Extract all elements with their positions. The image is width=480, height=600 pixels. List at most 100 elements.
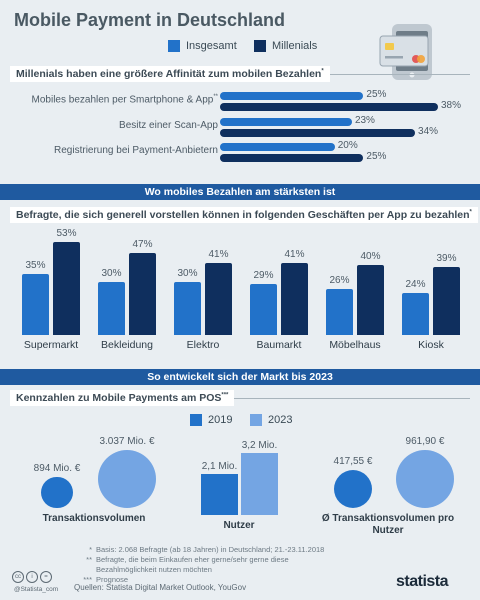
footnote-text: Basis: 2.068 Befragte (ab 18 Jahren) in … <box>96 545 325 554</box>
bar-insgesamt <box>402 292 429 335</box>
section3-heading-mark: *** <box>221 392 229 399</box>
legend-label-millenials: Millenials <box>272 40 318 52</box>
bar-insgesamt <box>98 282 125 335</box>
footnote: * Basis: 2.068 Befragte (ab 18 Jahren) in… <box>74 545 324 555</box>
data-label: 894 Mio. € <box>33 462 81 474</box>
section3-heading: Kennzahlen zu Mobile Payments am POS*** <box>10 390 235 406</box>
legend-item-2019: 2019 <box>190 414 232 426</box>
section1-heading: Millenials haben eine größere Affinität … <box>10 66 330 82</box>
legend-item-insgesamt: Insgesamt <box>168 40 237 52</box>
data-label: 3,2 Mio. <box>241 440 278 451</box>
data-label: 2,1 Mio. <box>201 461 238 473</box>
footnote: Bezahlmöglichkeit nutzen möchten <box>74 565 212 575</box>
data-label: 53% <box>56 228 77 239</box>
bar-millenials <box>220 103 438 111</box>
bar-millenials <box>281 263 308 335</box>
data-label: 417,55 € <box>333 455 373 467</box>
legend-item-millenials: Millenials <box>254 40 317 52</box>
category-label: Möbelhaus <box>329 339 381 351</box>
legend-item-2023: 2023 <box>250 414 292 426</box>
data-label: 26% <box>329 275 350 287</box>
legend-swatch-insgesamt <box>168 40 180 52</box>
license-icons: cc i = <box>12 571 54 583</box>
data-label: 25% <box>366 89 387 100</box>
bar-insgesamt <box>220 92 364 100</box>
data-label: 35% <box>25 259 46 271</box>
bubble-2019 <box>41 476 73 508</box>
data-label: 38% <box>441 100 462 111</box>
page-title: Mobile Payment in Deutschland <box>14 10 286 30</box>
footnote-mark: ** <box>86 555 92 564</box>
bubble-2023 <box>98 450 156 508</box>
footnote-text: Befragte, die beim Einkaufen eher gerne/… <box>96 555 289 564</box>
section-band-market: So entwickelt sich der Markt bis 2023 <box>0 369 480 385</box>
bar-insgesamt <box>22 273 49 335</box>
bar-millenials <box>220 154 364 162</box>
data-label: 40% <box>360 250 381 262</box>
footnote-mark: * <box>89 545 92 554</box>
bar-nutzer-2019 <box>201 474 238 515</box>
footnote-mark: *** <box>83 575 92 584</box>
bar-insgesamt <box>220 118 352 126</box>
kpi-title: Transaktionsvolumen <box>42 513 146 524</box>
category-label: Kiosk <box>418 339 444 351</box>
bar-insgesamt <box>220 143 335 151</box>
legend-label-insgesamt: Insgesamt <box>186 40 237 52</box>
footnote-text: Bezahlmöglichkeit nutzen möchten <box>96 565 212 574</box>
data-label: 30% <box>177 268 198 280</box>
category-label: Mobiles bezahlen per Smartphone & App** <box>31 94 218 106</box>
data-label: 20% <box>337 140 358 151</box>
data-label: 30% <box>101 268 122 280</box>
section1-heading-text: Millenials haben eine größere Affinität … <box>16 68 322 80</box>
data-label: 34% <box>418 126 439 137</box>
legend-label-2023: 2023 <box>268 414 293 426</box>
footnote-text: Prognose <box>96 575 129 584</box>
category-label: Bekleidung <box>101 339 153 351</box>
bar-nutzer-2023 <box>241 453 278 515</box>
kpi-title: Ø Transaktionsvolumen pro Nutzer <box>321 513 455 536</box>
data-label: 24% <box>405 278 426 290</box>
data-label: 39% <box>436 252 457 264</box>
phone-card-icon <box>379 24 432 80</box>
section1-heading-mark: * <box>321 68 324 75</box>
bar-insgesamt <box>250 284 277 335</box>
no-derivatives-icon: = <box>40 571 52 583</box>
category-label: Supermarkt <box>23 339 79 351</box>
category-label: Baumarkt <box>256 339 302 351</box>
legend-swatch-2023 <box>250 414 262 426</box>
legend-swatch-2019 <box>190 414 202 426</box>
brand-handle: @Statista_com <box>14 586 59 593</box>
data-label: 47% <box>132 238 153 250</box>
section3-divider <box>10 398 470 399</box>
bar-millenials <box>205 263 232 335</box>
attribution-icon: i <box>26 571 38 583</box>
bar-millenials <box>53 242 80 335</box>
data-label: 29% <box>253 270 274 282</box>
section-band-stores: Wo mobiles Bezahlen am stärksten ist <box>0 184 480 200</box>
kpi-title: Nutzer <box>223 520 255 531</box>
section3-heading-text: Kennzahlen zu Mobile Payments am POS <box>16 392 222 404</box>
footnote: ** Befragte, die beim Einkaufen eher gern… <box>74 555 289 565</box>
category-label: Registrierung bei Payment-Anbietern <box>54 145 218 156</box>
legend-label-2019: 2019 <box>208 414 233 426</box>
data-label: 25% <box>366 151 387 162</box>
bar-millenials <box>129 252 156 335</box>
bubble-2019 <box>333 469 373 508</box>
footnote: *** Prognose <box>74 575 128 585</box>
bar-insgesamt <box>174 282 201 335</box>
data-label: 41% <box>208 249 229 261</box>
legend-swatch-millenials <box>254 40 266 52</box>
data-label: 23% <box>354 115 375 126</box>
bar-millenials <box>220 129 416 137</box>
data-label: 3.037 Mio. € <box>99 436 155 447</box>
section2-heading-mark: * <box>469 209 472 216</box>
category-label: Elektro <box>186 339 220 351</box>
statista-logo: statista <box>396 573 449 590</box>
bar-millenials <box>357 264 384 335</box>
bar-millenials <box>433 266 460 335</box>
category-label: Besitz einer Scan-App <box>119 120 218 131</box>
section2-heading: Befragte, die sich generell vorstellen k… <box>10 207 478 223</box>
cc-icon: cc <box>12 571 24 583</box>
section2-heading-text: Befragte, die sich generell vorstellen k… <box>16 209 470 221</box>
sources-note: Quellen: Statista Digital Market Outlook… <box>74 583 247 592</box>
